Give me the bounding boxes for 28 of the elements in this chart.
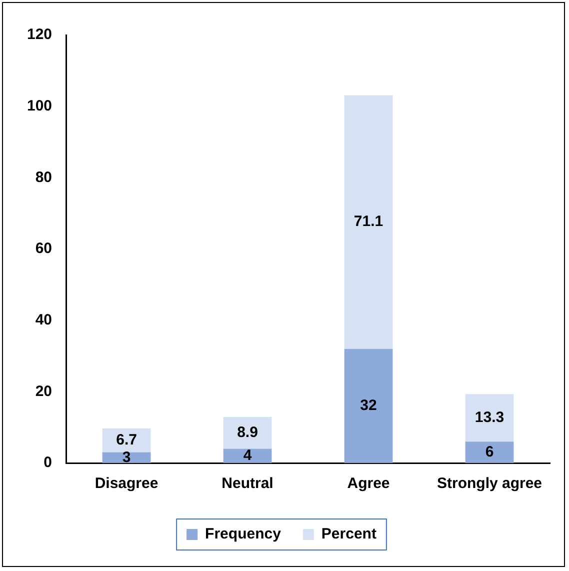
legend-label: Frequency <box>205 526 282 543</box>
x-tick-label: Neutral <box>222 475 274 492</box>
x-tick-label: Strongly agree <box>436 475 542 492</box>
y-tick-label: 0 <box>44 454 52 472</box>
data-label: 3 <box>122 448 131 466</box>
bar <box>344 348 393 463</box>
legend-label: Percent <box>321 526 376 543</box>
x-tick-label: Agree <box>347 475 390 492</box>
bar <box>344 95 393 349</box>
y-tick-label: 20 <box>35 382 52 400</box>
y-tick-label: 120 <box>26 26 52 44</box>
y-tick-label: 40 <box>35 311 52 328</box>
bar <box>223 416 272 449</box>
y-tick-label: 80 <box>35 168 52 186</box>
data-label: 13.3 <box>474 409 504 426</box>
bar <box>223 448 272 463</box>
bar <box>465 442 514 463</box>
x-tick-label: Disagree <box>94 475 158 492</box>
data-label: 6.7 <box>116 431 137 448</box>
bar <box>102 428 151 452</box>
data-label: 32 <box>360 397 377 414</box>
data-label: 8.9 <box>237 424 258 441</box>
data-label: 4 <box>243 447 252 464</box>
data-label: 71.1 <box>354 213 384 230</box>
y-tick-label: 100 <box>26 97 52 114</box>
bar <box>465 394 514 442</box>
data-label: 6 <box>485 443 494 460</box>
y-tick-label: 60 <box>35 240 52 258</box>
